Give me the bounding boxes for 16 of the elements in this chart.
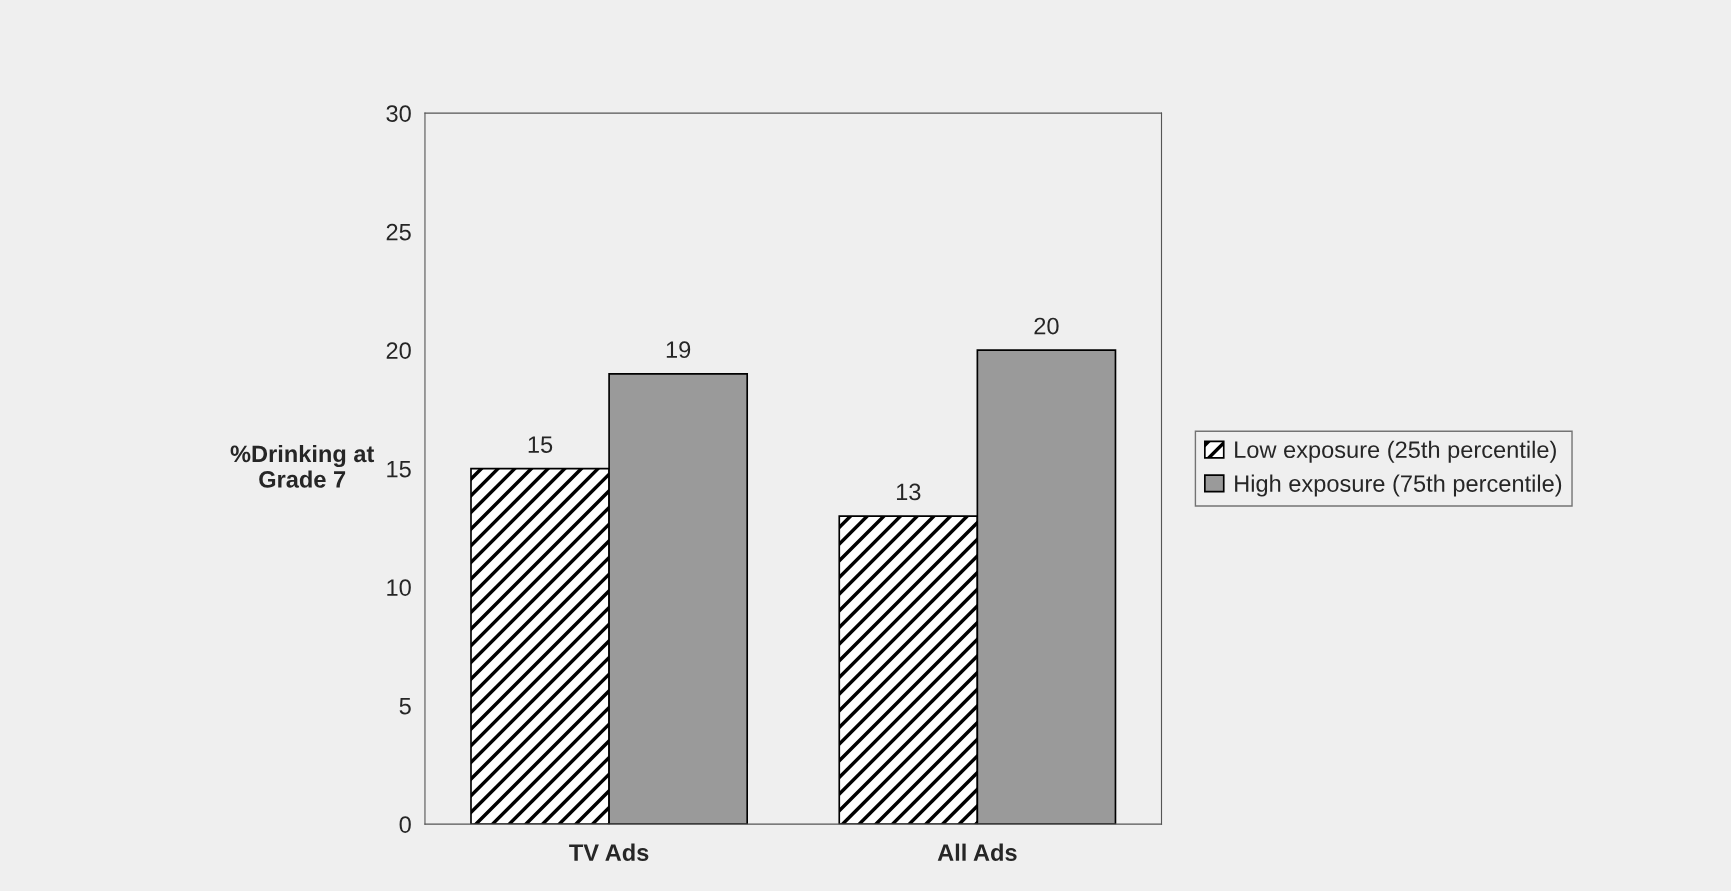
y-tick-label: 30	[386, 105, 411, 122]
data-label: 20	[1034, 317, 1059, 335]
y-tick-label: 25	[386, 223, 411, 241]
x-tick-label: All Ads	[937, 843, 1017, 861]
y-tick-label: 10	[387, 579, 411, 596]
data-label: 19	[666, 341, 691, 359]
y-tick-label: 0	[399, 816, 411, 833]
y-tick-label: 15	[387, 460, 411, 478]
y-tick-label: 20	[386, 342, 411, 359]
legend-label: Low exposure (25th percentile)	[1235, 440, 1556, 463]
x-tick-label: TV Ads	[569, 843, 649, 861]
data-label: 13	[896, 483, 921, 501]
y-tick-label: 5	[399, 697, 411, 715]
y-axis-title: %Drinking at Grade 7	[230, 444, 375, 488]
data-label: 15	[528, 436, 553, 453]
legend-label: High exposure (75th percentile)	[1235, 474, 1562, 497]
